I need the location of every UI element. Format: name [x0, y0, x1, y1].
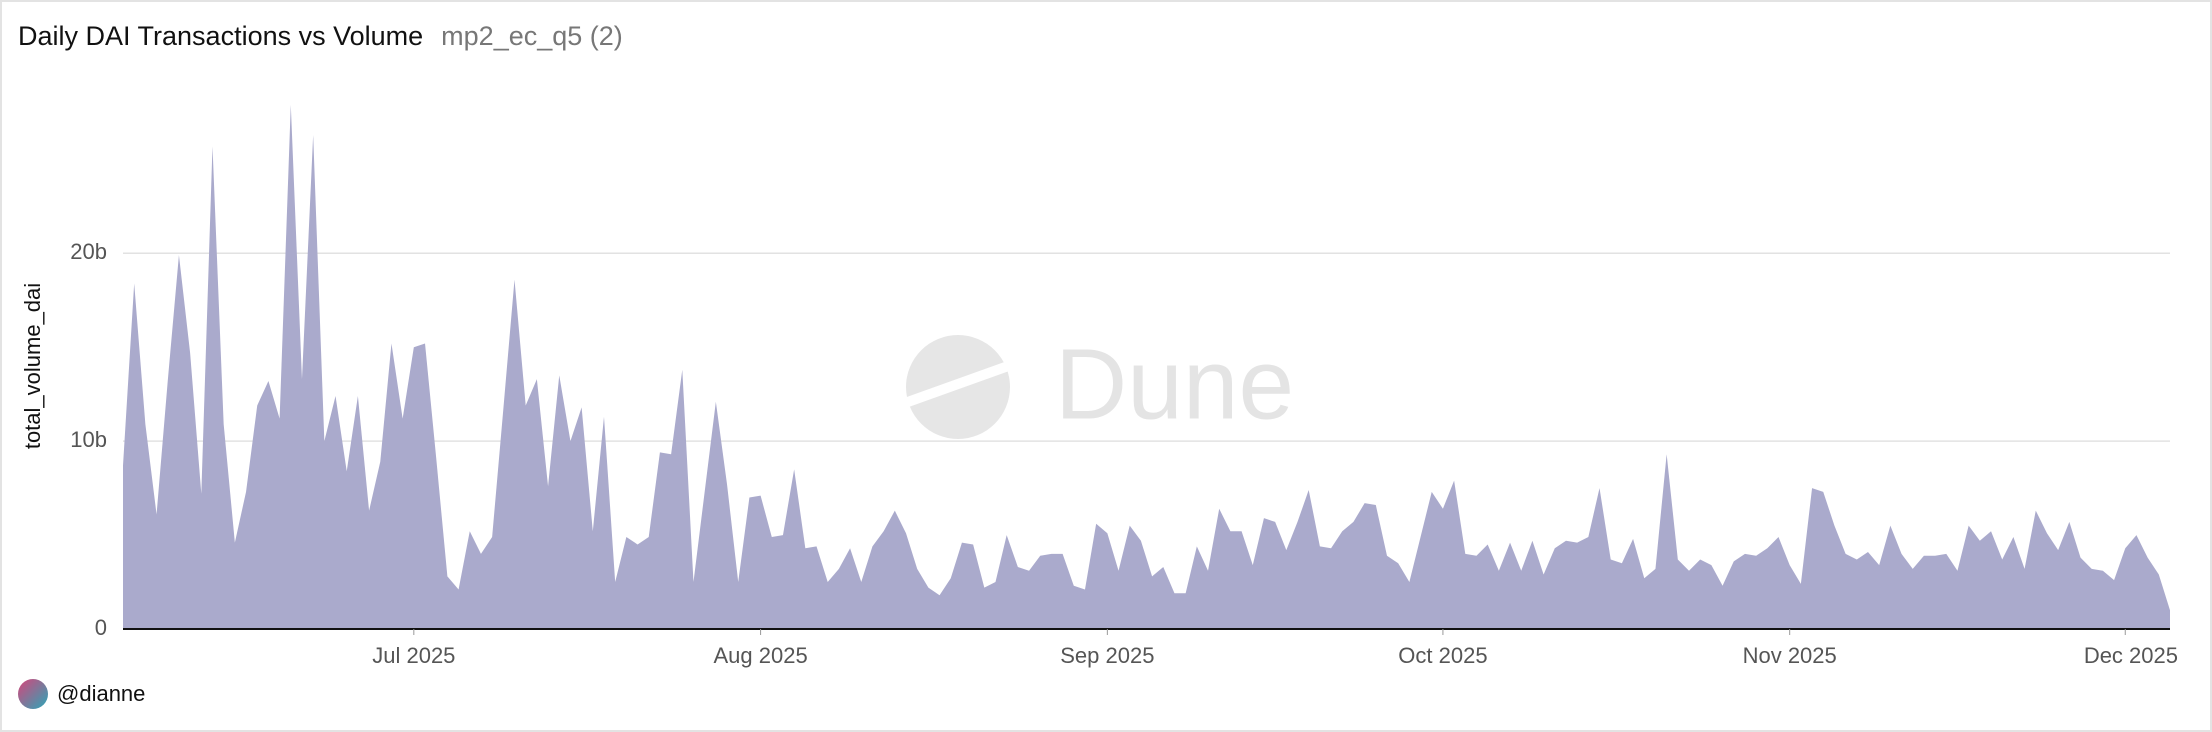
- area: [123, 104, 2170, 629]
- watermark-logo-stripe: [904, 360, 1012, 408]
- x-tick-label: Sep 2025: [1060, 643, 1154, 668]
- x-tick-label: Dec 2025: [2084, 643, 2178, 668]
- x-tick-label: Aug 2025: [713, 643, 807, 668]
- author-name[interactable]: @dianne: [57, 681, 145, 706]
- y-tick-label: 10b: [70, 427, 107, 452]
- chart-title: Daily DAI Transactions vs Volume: [18, 21, 423, 51]
- x-tick-label: Jul 2025: [372, 643, 455, 668]
- x-tick-label: Nov 2025: [1743, 643, 1837, 668]
- x-tick-label: Oct 2025: [1398, 643, 1487, 668]
- watermark: Dune: [904, 328, 1294, 440]
- y-tick-label: 0: [95, 615, 107, 640]
- y-tick-label: 20b: [70, 239, 107, 264]
- plot: 0 10b 20b Jul 2025 Aug 2025 Sep 2025 Oct 2025 N…: [70, 104, 2178, 668]
- author-avatar[interactable]: [18, 679, 48, 709]
- watermark-text: Dune: [1055, 328, 1294, 440]
- y-axis-label: total_volume_dai: [20, 283, 45, 449]
- chart-subtitle: mp2_ec_q5 (2): [441, 21, 623, 51]
